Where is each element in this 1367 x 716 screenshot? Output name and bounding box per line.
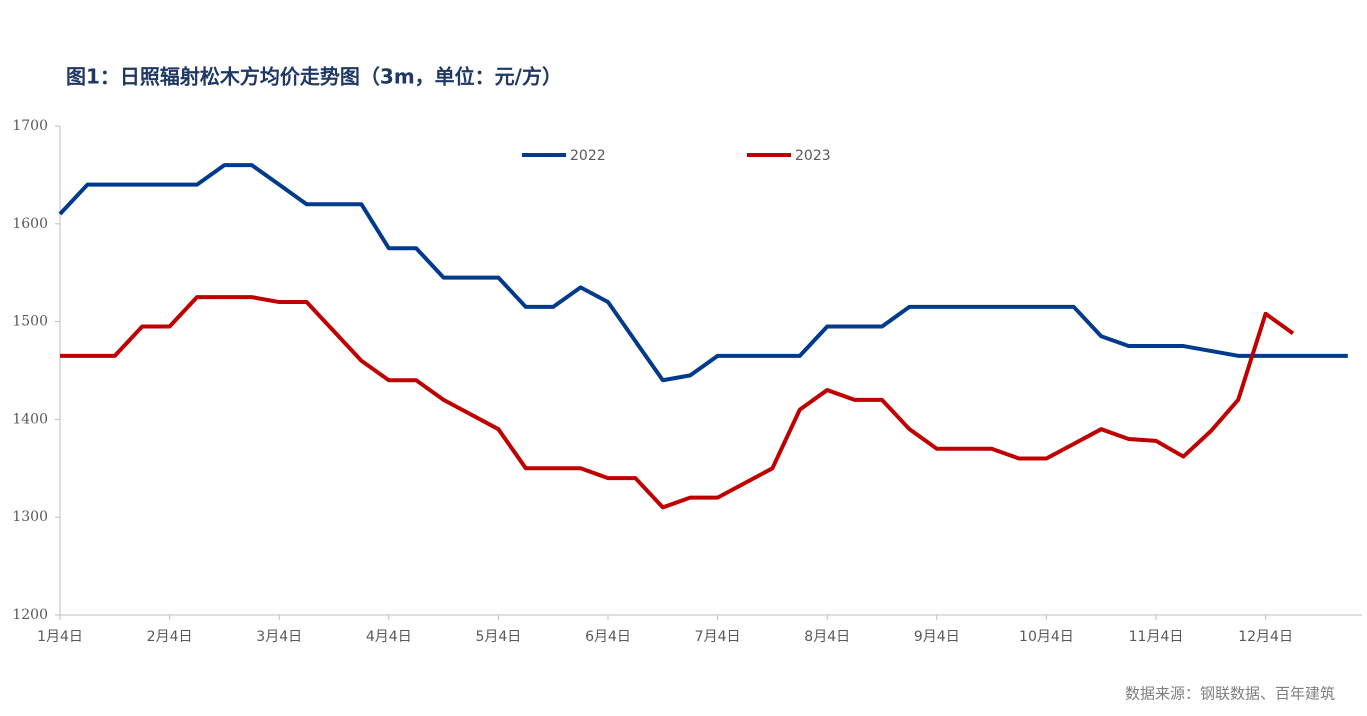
y-tick-label: 1300 (12, 509, 48, 525)
x-tick-label: 1月4日 (37, 629, 83, 645)
x-tick-label: 7月4日 (695, 629, 741, 645)
x-tick-label: 4月4日 (366, 629, 412, 645)
y-tick-label: 1400 (12, 411, 48, 427)
y-tick-label: 1700 (12, 118, 48, 134)
legend-label: 2022 (570, 148, 606, 164)
x-tick-label: 9月4日 (914, 629, 960, 645)
series-line (58, 163, 1348, 383)
series-line (60, 295, 1295, 510)
x-tick-label: 3月4日 (256, 629, 302, 645)
y-tick-label: 1200 (12, 607, 48, 623)
chart-title: 图1：日照辐射松木方均价走势图（3m，单位：元/方） (66, 65, 562, 89)
legend-label: 2023 (795, 148, 831, 164)
x-tick-label: 8月4日 (804, 629, 850, 645)
x-tick-label: 11月4日 (1129, 629, 1184, 645)
y-tick-label: 1600 (12, 216, 48, 232)
x-tick-label: 10月4日 (1019, 629, 1074, 645)
x-tick-label: 6月4日 (585, 629, 631, 645)
y-tick-label: 1500 (12, 314, 48, 330)
x-tick-label: 12月4日 (1238, 629, 1293, 645)
source-note: 数据来源：钢联数据、百年建筑 (1125, 685, 1335, 703)
x-tick-label: 5月4日 (475, 629, 521, 645)
x-tick-label: 2月4日 (147, 629, 193, 645)
